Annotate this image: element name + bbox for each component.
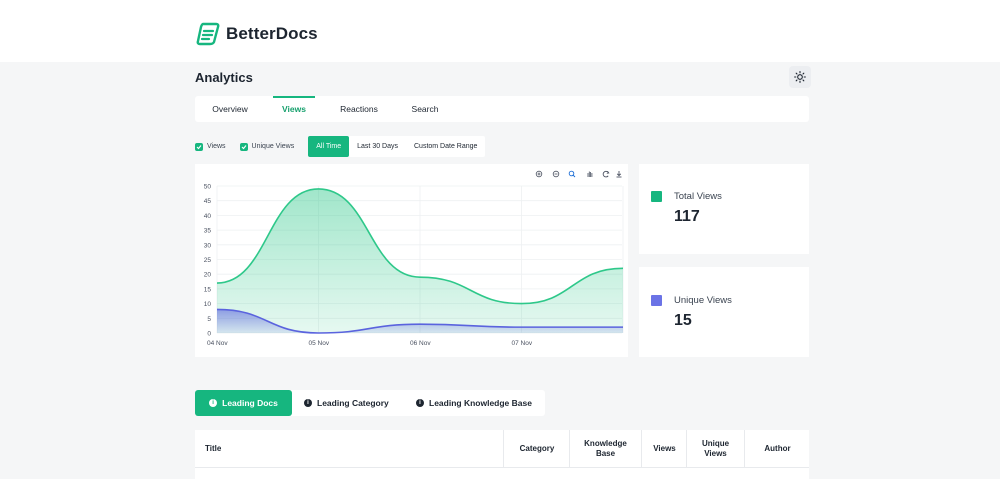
info-icon: i <box>416 399 424 407</box>
unique-views-value: 15 <box>674 312 692 329</box>
tab-overview[interactable]: Overview <box>212 104 248 114</box>
last-30-days-button[interactable]: Last 30 Days <box>357 143 398 150</box>
views-checkbox-label: Views <box>207 143 226 150</box>
x-tick-label: 04 Nov <box>207 340 228 347</box>
column-header-author[interactable]: Author <box>744 430 810 468</box>
total-views-value: 117 <box>674 208 700 225</box>
views-area <box>217 188 623 333</box>
y-tick-label: 35 <box>204 228 212 235</box>
custom-date-range-button[interactable]: Custom Date Range <box>414 143 478 150</box>
checkbox-checked-icon <box>195 142 203 151</box>
chart-filters: Views Unique Views All Time Last 30 Days… <box>195 136 486 157</box>
unique-views-swatch <box>651 295 662 306</box>
magnify-icon[interactable] <box>568 170 576 178</box>
tab-leading-knowledge-base[interactable]: i Leading Knowledge Base <box>416 390 532 416</box>
zoom-out-icon[interactable] <box>552 170 560 178</box>
y-tick-label: 10 <box>204 301 212 308</box>
brand-name: BetterDocs <box>226 24 318 43</box>
y-tick-label: 0 <box>207 331 211 338</box>
info-icon: i <box>304 399 312 407</box>
column-header-knowledge-base[interactable]: Knowledge Base <box>569 430 641 468</box>
analytics-tabs: Overview Views Reactions Search <box>195 96 809 122</box>
views-series-line[interactable] <box>216 188 624 305</box>
y-tick-label: 5 <box>207 316 211 323</box>
column-header-title[interactable]: Title <box>205 444 222 453</box>
brand-logo[interactable]: BetterDocs <box>196 22 318 46</box>
x-tick-label: 05 Nov <box>309 340 330 347</box>
column-header-unique-views[interactable]: Unique Views <box>686 430 744 468</box>
tab-leading-category-label: Leading Category <box>317 398 389 408</box>
all-time-button[interactable]: All Time <box>308 136 350 157</box>
leading-docs-table: Title Category Knowledge Base Views Uniq… <box>195 430 809 479</box>
page-title: Analytics <box>195 70 253 85</box>
top-bar: BetterDocs <box>0 0 1000 62</box>
x-tick-label: 06 Nov <box>410 340 431 347</box>
tab-search[interactable]: Search <box>411 104 439 114</box>
tab-reactions[interactable]: Reactions <box>340 104 378 114</box>
chart-toolbar <box>535 170 622 178</box>
unique-views-label: Unique Views <box>674 295 732 306</box>
unique-views-card: Unique Views 15 <box>639 267 809 357</box>
tab-leading-docs-label: Leading Docs <box>222 398 278 408</box>
betterdocs-logo-icon <box>196 22 220 46</box>
tab-views[interactable]: Views <box>273 96 315 122</box>
total-views-label: Total Views <box>674 191 722 202</box>
y-tick-label: 40 <box>204 213 212 220</box>
unique-views-checkbox-label: Unique Views <box>251 143 295 150</box>
views-chart-card: 0 5 10 15 20 25 30 35 40 45 50 04 Nov 05 Nov 06 Nov 07… <box>195 164 628 357</box>
tab-leading-category[interactable]: i Leading Category <box>304 390 389 416</box>
info-icon: i <box>209 399 218 407</box>
views-area-chart: 0 5 10 15 20 25 30 35 40 45 50 04 Nov 05 Nov 06 Nov 07… <box>204 170 624 347</box>
date-range-group: All Time Last 30 Days Custom Date Range <box>308 136 486 157</box>
total-views-swatch <box>651 191 662 202</box>
views-checkbox[interactable]: Views <box>195 142 226 151</box>
column-header-views[interactable]: Views <box>641 430 687 468</box>
unique-views-series-line[interactable] <box>216 308 623 334</box>
theme-toggle-button[interactable] <box>789 66 811 88</box>
checkbox-checked-icon <box>239 142 248 151</box>
leading-tabs: i Leading Docs i Leading Category i Lead… <box>195 390 545 416</box>
download-icon[interactable] <box>616 171 622 178</box>
y-tick-label: 50 <box>204 184 212 191</box>
y-tick-label: 25 <box>204 257 212 264</box>
y-tick-label: 20 <box>204 272 212 279</box>
pan-hand-icon[interactable] <box>587 171 593 178</box>
zoom-in-icon[interactable] <box>535 170 543 178</box>
y-tick-label: 15 <box>204 286 212 293</box>
x-tick-label: 07 Nov <box>512 340 533 347</box>
unique-views-checkbox[interactable]: Unique Views <box>239 142 295 151</box>
column-header-category[interactable]: Category <box>503 430 570 468</box>
reset-icon[interactable] <box>602 170 610 178</box>
sun-icon <box>794 71 806 83</box>
tab-leading-knowledge-base-label: Leading Knowledge Base <box>429 398 532 408</box>
y-tick-label: 45 <box>204 198 212 205</box>
total-views-card: Total Views 117 <box>639 164 809 254</box>
y-tick-label: 30 <box>204 242 212 249</box>
tab-leading-docs[interactable]: i Leading Docs <box>195 390 292 416</box>
table-header-divider <box>195 467 809 468</box>
